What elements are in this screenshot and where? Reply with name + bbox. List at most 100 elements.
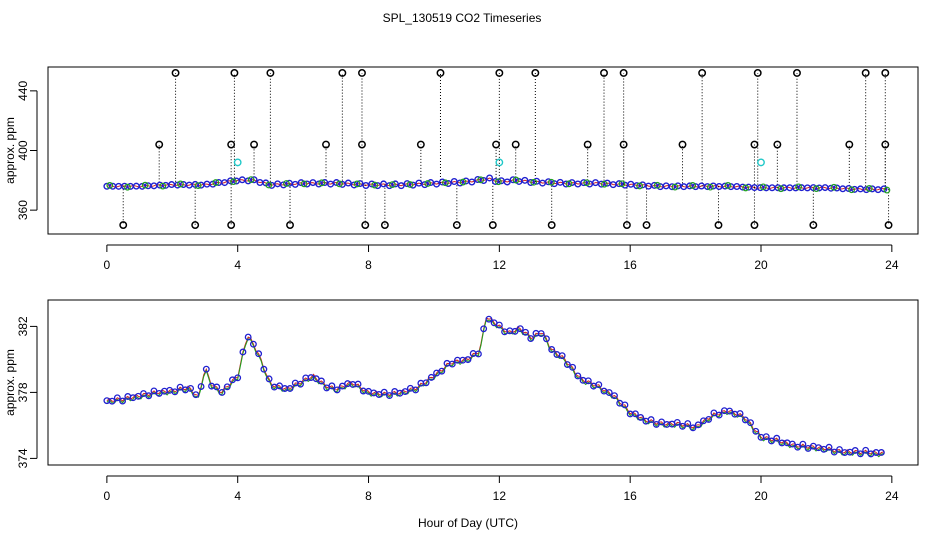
x-tick-label: 0 xyxy=(104,258,111,272)
data-point xyxy=(108,397,116,405)
y-tick-label: 378 xyxy=(16,382,30,402)
data-point-alt xyxy=(336,180,343,188)
data-point-alt xyxy=(777,185,785,193)
data-point xyxy=(533,177,541,185)
cyan-point xyxy=(495,158,504,167)
data-point xyxy=(658,418,666,426)
data-point xyxy=(689,424,697,432)
data-point xyxy=(213,383,221,391)
x-tick-label: 16 xyxy=(624,489,638,503)
data-point xyxy=(409,181,417,189)
spike-point xyxy=(750,140,759,149)
data-point-alt xyxy=(565,180,573,188)
spike-point xyxy=(361,221,370,230)
spike-point xyxy=(619,140,628,149)
data-point-alt xyxy=(830,183,838,191)
data-point xyxy=(830,448,838,456)
spike-point xyxy=(452,221,461,230)
y-axis: 374 378 382 xyxy=(16,316,38,468)
x-tick-label: 12 xyxy=(493,258,507,272)
data-point xyxy=(464,356,472,364)
spike-point xyxy=(155,140,164,149)
spike-point xyxy=(642,221,651,230)
data-point xyxy=(611,392,618,400)
data-point xyxy=(485,315,493,323)
data-point-alt xyxy=(389,181,396,188)
data-point xyxy=(333,386,341,394)
y-tick-label: 382 xyxy=(16,316,30,336)
data-point xyxy=(726,407,734,415)
spike-point xyxy=(380,221,389,230)
data-point xyxy=(715,411,723,419)
data-point xyxy=(637,414,645,421)
x-tick-label: 4 xyxy=(234,489,241,503)
data-point xyxy=(574,372,582,380)
data-point xyxy=(768,437,775,445)
cyan-point xyxy=(233,158,242,167)
data-point-alt xyxy=(159,182,167,190)
data-point xyxy=(433,180,441,188)
spike-point xyxy=(250,140,259,149)
data-point xyxy=(385,182,393,190)
data-point-alt xyxy=(689,182,697,189)
data-point xyxy=(836,446,843,454)
data-point xyxy=(509,176,517,184)
data-point xyxy=(239,348,247,356)
spike-point xyxy=(698,69,707,77)
series-line xyxy=(106,317,885,456)
data-point-alt xyxy=(424,180,432,187)
data-point xyxy=(537,330,545,338)
spike-point xyxy=(266,69,275,77)
spike-point xyxy=(884,221,893,230)
data-point xyxy=(192,391,200,399)
data-point xyxy=(486,174,494,182)
data-point xyxy=(468,178,476,186)
data-point xyxy=(448,360,456,368)
data-point xyxy=(427,373,435,381)
y-axis-label: approx. ppm xyxy=(3,349,17,416)
data-point-alt xyxy=(883,186,891,194)
data-point xyxy=(260,365,268,373)
data-point xyxy=(762,433,770,441)
spike-point xyxy=(322,140,330,149)
data-point-alt xyxy=(212,179,220,186)
data-point xyxy=(794,443,802,451)
data-point xyxy=(877,449,885,456)
data-point xyxy=(569,363,577,371)
spike-point xyxy=(547,221,556,230)
plot-frame xyxy=(47,299,919,466)
data-point-alt xyxy=(283,180,290,187)
x-tick-label: 0 xyxy=(104,489,111,503)
data-point-alt xyxy=(406,181,414,188)
spike-point xyxy=(338,69,347,77)
data-point xyxy=(647,416,655,424)
x-tick-label: 20 xyxy=(754,258,768,272)
data-point-alt xyxy=(865,185,873,192)
data-point-alt xyxy=(671,183,679,191)
data-point xyxy=(297,380,304,388)
data-point xyxy=(456,179,464,187)
data-point xyxy=(605,389,613,397)
data-point xyxy=(113,394,121,402)
spike-point xyxy=(436,69,445,77)
data-point-alt xyxy=(618,180,626,188)
data-point xyxy=(474,350,482,358)
plot-frame xyxy=(47,66,919,235)
data-point xyxy=(145,392,153,400)
spike-point xyxy=(619,69,628,77)
data-point xyxy=(799,440,807,448)
data-point xyxy=(694,421,702,429)
data-point xyxy=(495,321,503,329)
data-point xyxy=(563,361,571,368)
data-point-alt xyxy=(353,180,361,188)
chart-title: SPL_130519 CO2 Timeseries xyxy=(383,11,542,25)
spike-point xyxy=(678,140,687,149)
data-point xyxy=(249,340,257,348)
cyan-point xyxy=(757,158,765,167)
data-point-alt xyxy=(441,179,449,187)
x-axis-label: Hour of Day (UTC) xyxy=(418,516,518,530)
data-point xyxy=(631,410,639,418)
data-point xyxy=(548,346,556,353)
bottom-panel: 0 4 8 12 16 20 24 374 378 382 approx. ppm xyxy=(3,299,919,503)
data-point xyxy=(705,415,713,423)
